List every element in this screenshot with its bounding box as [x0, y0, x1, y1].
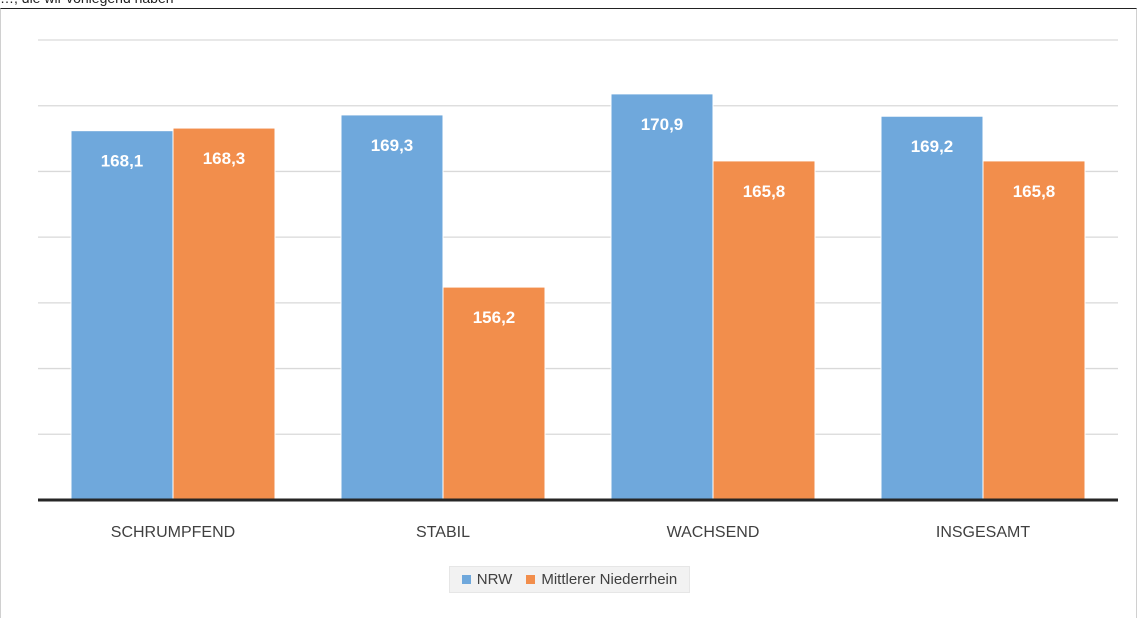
bar-mittlerer-niederrhein-wachsend: [712, 160, 816, 501]
legend-label-mittlerer-niederrhein: Mittlerer Niederrhein: [541, 571, 678, 588]
data-label: 169,2: [911, 137, 954, 156]
bar-mittlerer-niederrhein-schrumpfend: [172, 127, 276, 501]
legend-label-nrw: NRW: [476, 571, 513, 588]
legend-swatch-mittlerer-niederrhein: [526, 575, 536, 584]
legend-item-mittlerer-niederrhein: Mittlerer Niederrhein: [526, 571, 677, 588]
bar-nrw-wachsend: [610, 93, 714, 501]
data-label: 168,3: [203, 149, 246, 168]
chart-frame: [0, 8, 1137, 618]
category-label: INSGESAMT: [936, 524, 1030, 541]
bar-mittlerer-niederrhein-insgesamt: [982, 160, 1086, 501]
data-label: 169,3: [371, 136, 414, 155]
category-label: WACHSEND: [667, 524, 760, 541]
legend-box: NRW Mittlerer Niederrhein: [448, 566, 691, 593]
bar-nrw-insgesamt: [880, 115, 984, 501]
category-label: STABIL: [416, 524, 470, 541]
legend-swatch-nrw: [461, 575, 471, 584]
legend-item-nrw: NRW: [461, 571, 513, 588]
bar-nrw-schrumpfend: [70, 130, 174, 501]
data-label: 165,8: [1013, 182, 1056, 201]
legend: NRW Mittlerer Niederrhein: [0, 566, 1139, 593]
truncated-caption: …, die wir vorliegend haben: [0, 0, 174, 10]
bar-nrw-stabil: [340, 114, 444, 501]
category-label: SCHRUMPFEND: [111, 524, 235, 541]
data-label: 170,9: [641, 115, 684, 134]
data-label: 168,1: [101, 152, 144, 171]
data-label: 156,2: [473, 308, 516, 327]
data-label: 165,8: [743, 182, 786, 201]
